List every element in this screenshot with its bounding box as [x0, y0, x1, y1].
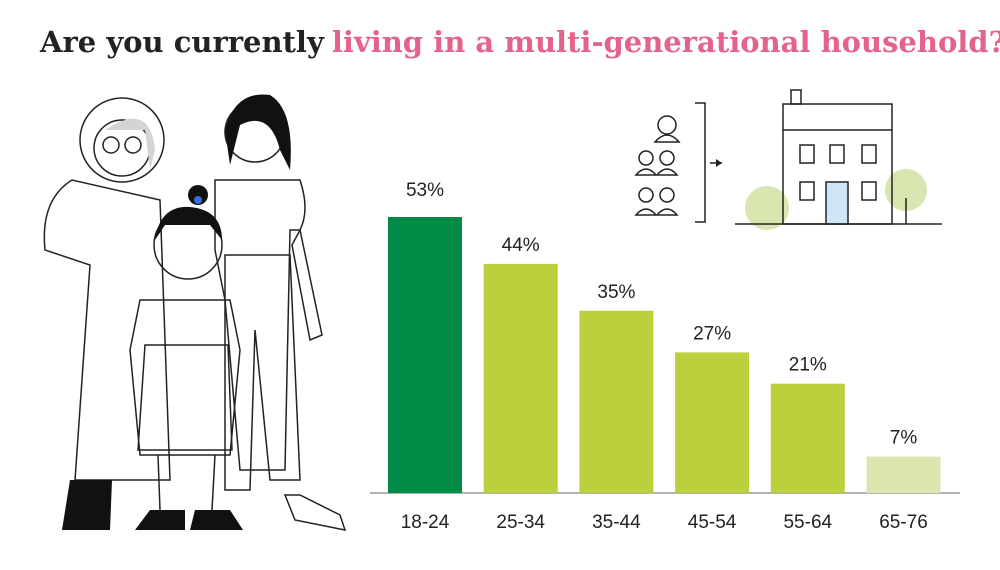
value-label: 27%: [693, 323, 731, 344]
bar: [579, 310, 654, 493]
value-label: 53%: [406, 180, 444, 201]
bar: [866, 456, 941, 493]
bar: [483, 263, 558, 493]
value-label: 7%: [890, 428, 918, 449]
value-label: 44%: [502, 235, 540, 256]
bar: [675, 352, 750, 493]
bar: [770, 383, 845, 493]
x-tick-label: 35-44: [592, 512, 641, 533]
x-tick-label: 45-54: [688, 512, 737, 533]
x-tick-label: 65-76: [879, 512, 928, 533]
x-tick-label: 18-24: [401, 512, 450, 533]
value-label: 21%: [789, 355, 827, 376]
x-tick-label: 55-64: [783, 512, 832, 533]
x-tick-label: 25-34: [496, 512, 545, 533]
title-highlight: living in a multi-generational household…: [332, 25, 1000, 59]
family-illustration: [43, 94, 347, 531]
title-part: Are you currently: [39, 25, 325, 59]
house-illustration: [634, 89, 942, 230]
chart-title: Are you currently living in a multi-gener…: [39, 25, 1000, 59]
value-label: 35%: [597, 282, 635, 303]
bar: [388, 217, 462, 493]
